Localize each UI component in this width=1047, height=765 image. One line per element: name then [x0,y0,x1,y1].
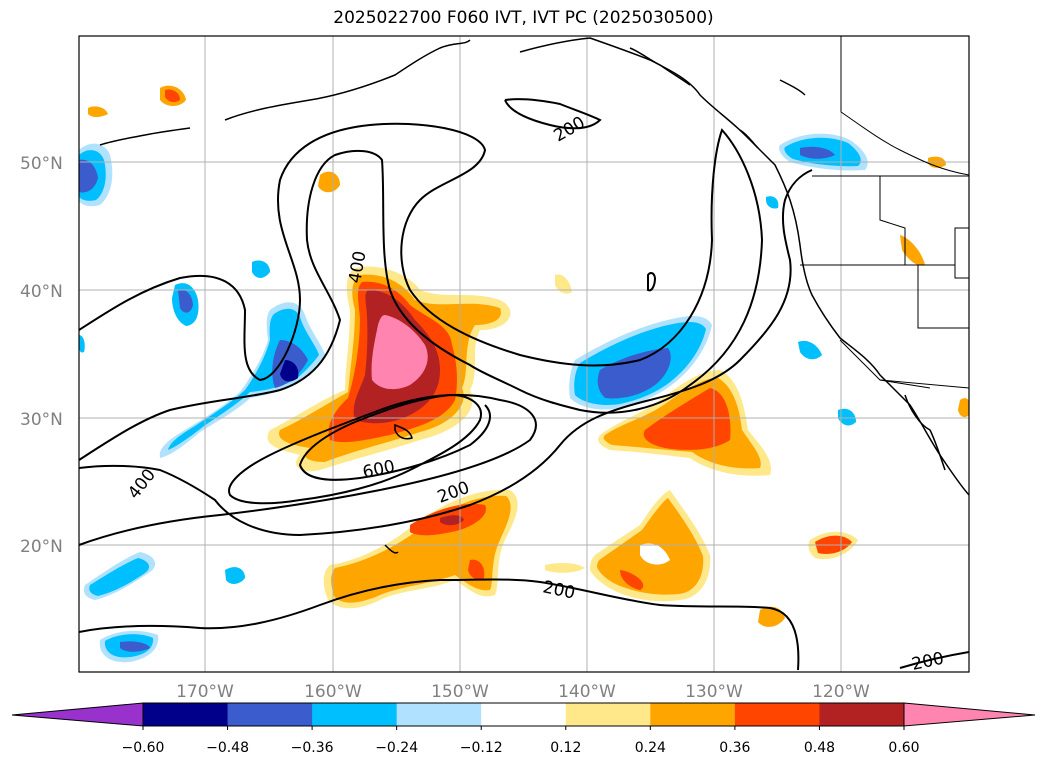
lon-label: 130°W [685,682,743,702]
colorbar-cell [650,703,736,726]
colorbar-cell [143,703,229,726]
colorbar-cell [734,703,820,726]
lon-label: 160°W [304,682,362,702]
colorbar-tick-label: −0.60 [122,740,165,756]
colorbar-tick-label: −0.24 [375,740,418,756]
lat-label: 50°N [20,154,63,174]
colorbar-tick-label: −0.48 [206,740,249,756]
colorbar-tick-label: 0.36 [719,740,750,756]
lon-label: 140°W [558,682,616,702]
colorbar-tick-label: −0.12 [460,740,503,756]
positive-anomaly-fill [88,85,969,627]
colorbar-tick-label: 0.48 [804,740,835,756]
political-borders [800,36,969,389]
colorbar-tick-label: 0.24 [635,740,666,756]
lon-label: 120°W [812,682,870,702]
colorbar-min-extension [11,702,144,727]
colorbar-cell [565,703,651,726]
longitude-labels: 170°W 160°W 150°W 140°W 130°W 120°W [176,682,870,702]
ivt-contours [79,98,969,671]
lon-label: 170°W [176,682,234,702]
map-title: 2025022700 F060 IVT, IVT PC (2025030500) [333,8,714,28]
colorbar-cell [227,703,313,726]
contour-label: 200 [910,649,946,675]
colorbar-max-extension [903,702,1036,727]
colorbar-cell [819,703,905,726]
lon-label: 150°W [431,682,489,702]
colorbar-tick-label: −0.36 [291,740,334,756]
colorbar-tick-label: 0.12 [550,740,581,756]
lat-label: 30°N [20,410,63,430]
colorbar-cell [396,703,482,726]
colorbar-cell [312,703,398,726]
lat-label: 20°N [20,537,63,557]
colorbar: −0.60 −0.48 −0.36 −0.24 −0.12 0.12 0.24 0.36 0.4… [11,702,1036,756]
colorbar-tick-label: 0.60 [888,740,919,756]
coastlines [99,37,969,554]
map-frame [78,35,970,673]
colorbar-cell [481,703,567,726]
lat-label: 40°N [20,282,63,302]
map-area [79,36,969,672]
graticule [79,36,969,672]
latitude-labels: 50°N 40°N 30°N 20°N [20,154,63,557]
negative-anomaly-fill [79,133,868,663]
